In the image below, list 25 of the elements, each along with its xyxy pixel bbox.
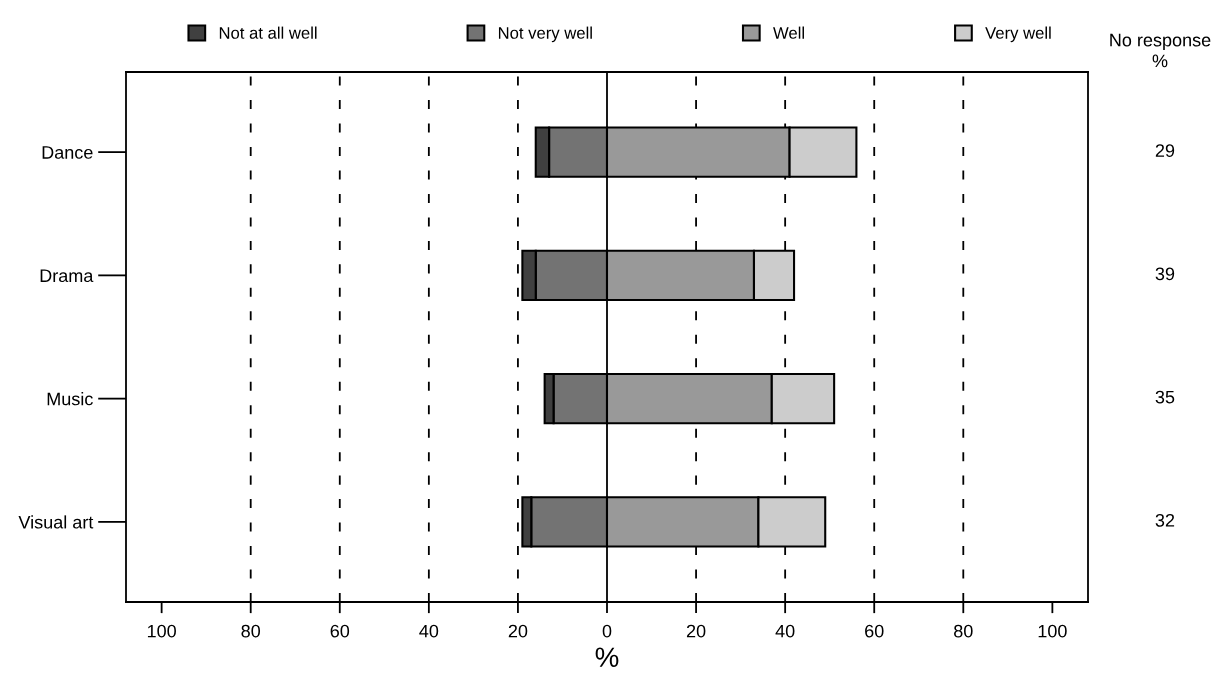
legend-label: Not very well [498,26,592,43]
x-tick-label: 80 [954,624,973,638]
text: 29 [1155,144,1175,157]
y-tick-label: Drama [40,269,94,283]
y-tick-label: Music [47,392,93,406]
x-tick-label: 60 [865,624,884,638]
x-tick-label: 20 [686,624,706,638]
x-tick-label: 40 [419,624,439,638]
legend-label: Not at all well [219,26,317,39]
x-tick-label: 0 [602,624,612,638]
x-tick-label: 100 [1038,624,1067,638]
text: 39 [1155,267,1175,281]
y-tick-label: Dance [42,146,93,159]
legend-label: Very well [985,26,1051,43]
y-tick-label: Visual art [18,515,94,529]
x-tick-label: 20 [508,624,528,638]
x-axis-title: % [595,647,619,667]
legend-label: Well [773,26,804,39]
x-tick-label: 60 [330,624,350,638]
text: 32 [1155,513,1175,527]
text: 35 [1155,390,1175,404]
x-tick-label: 80 [241,624,261,638]
text: No response % [1110,33,1211,68]
x-tick-label: 40 [775,624,795,638]
x-tick-label: 100 [147,624,176,638]
